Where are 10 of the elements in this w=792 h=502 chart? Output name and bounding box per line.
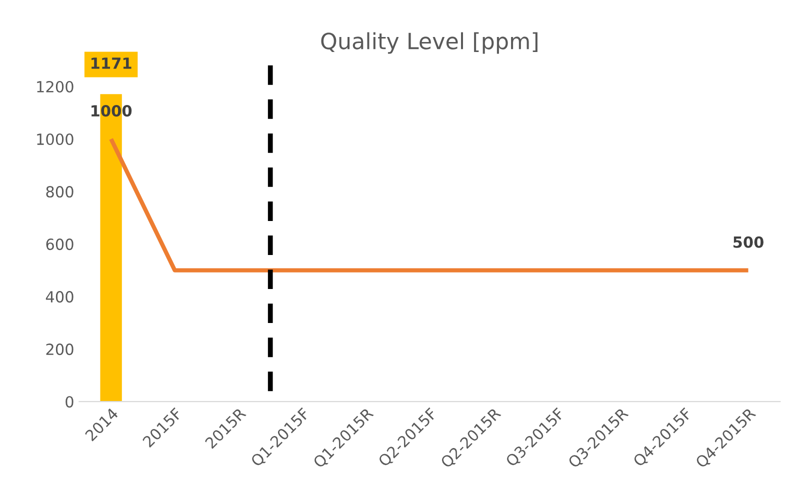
y-tick-label: 200 [46,344,74,356]
y-tick-label: 800 [46,186,74,198]
y-tick-label: 600 [46,238,74,250]
chart-title: Quality Level [ppm] [321,32,538,54]
data-label: 1171 [92,58,132,69]
data-label: 500 [733,236,764,248]
y-tick-label: 400 [46,291,74,303]
y-tick-label: 0 [66,396,74,408]
y-tick-label: 1000 [37,133,74,146]
y-tick-label: 1200 [37,80,74,93]
